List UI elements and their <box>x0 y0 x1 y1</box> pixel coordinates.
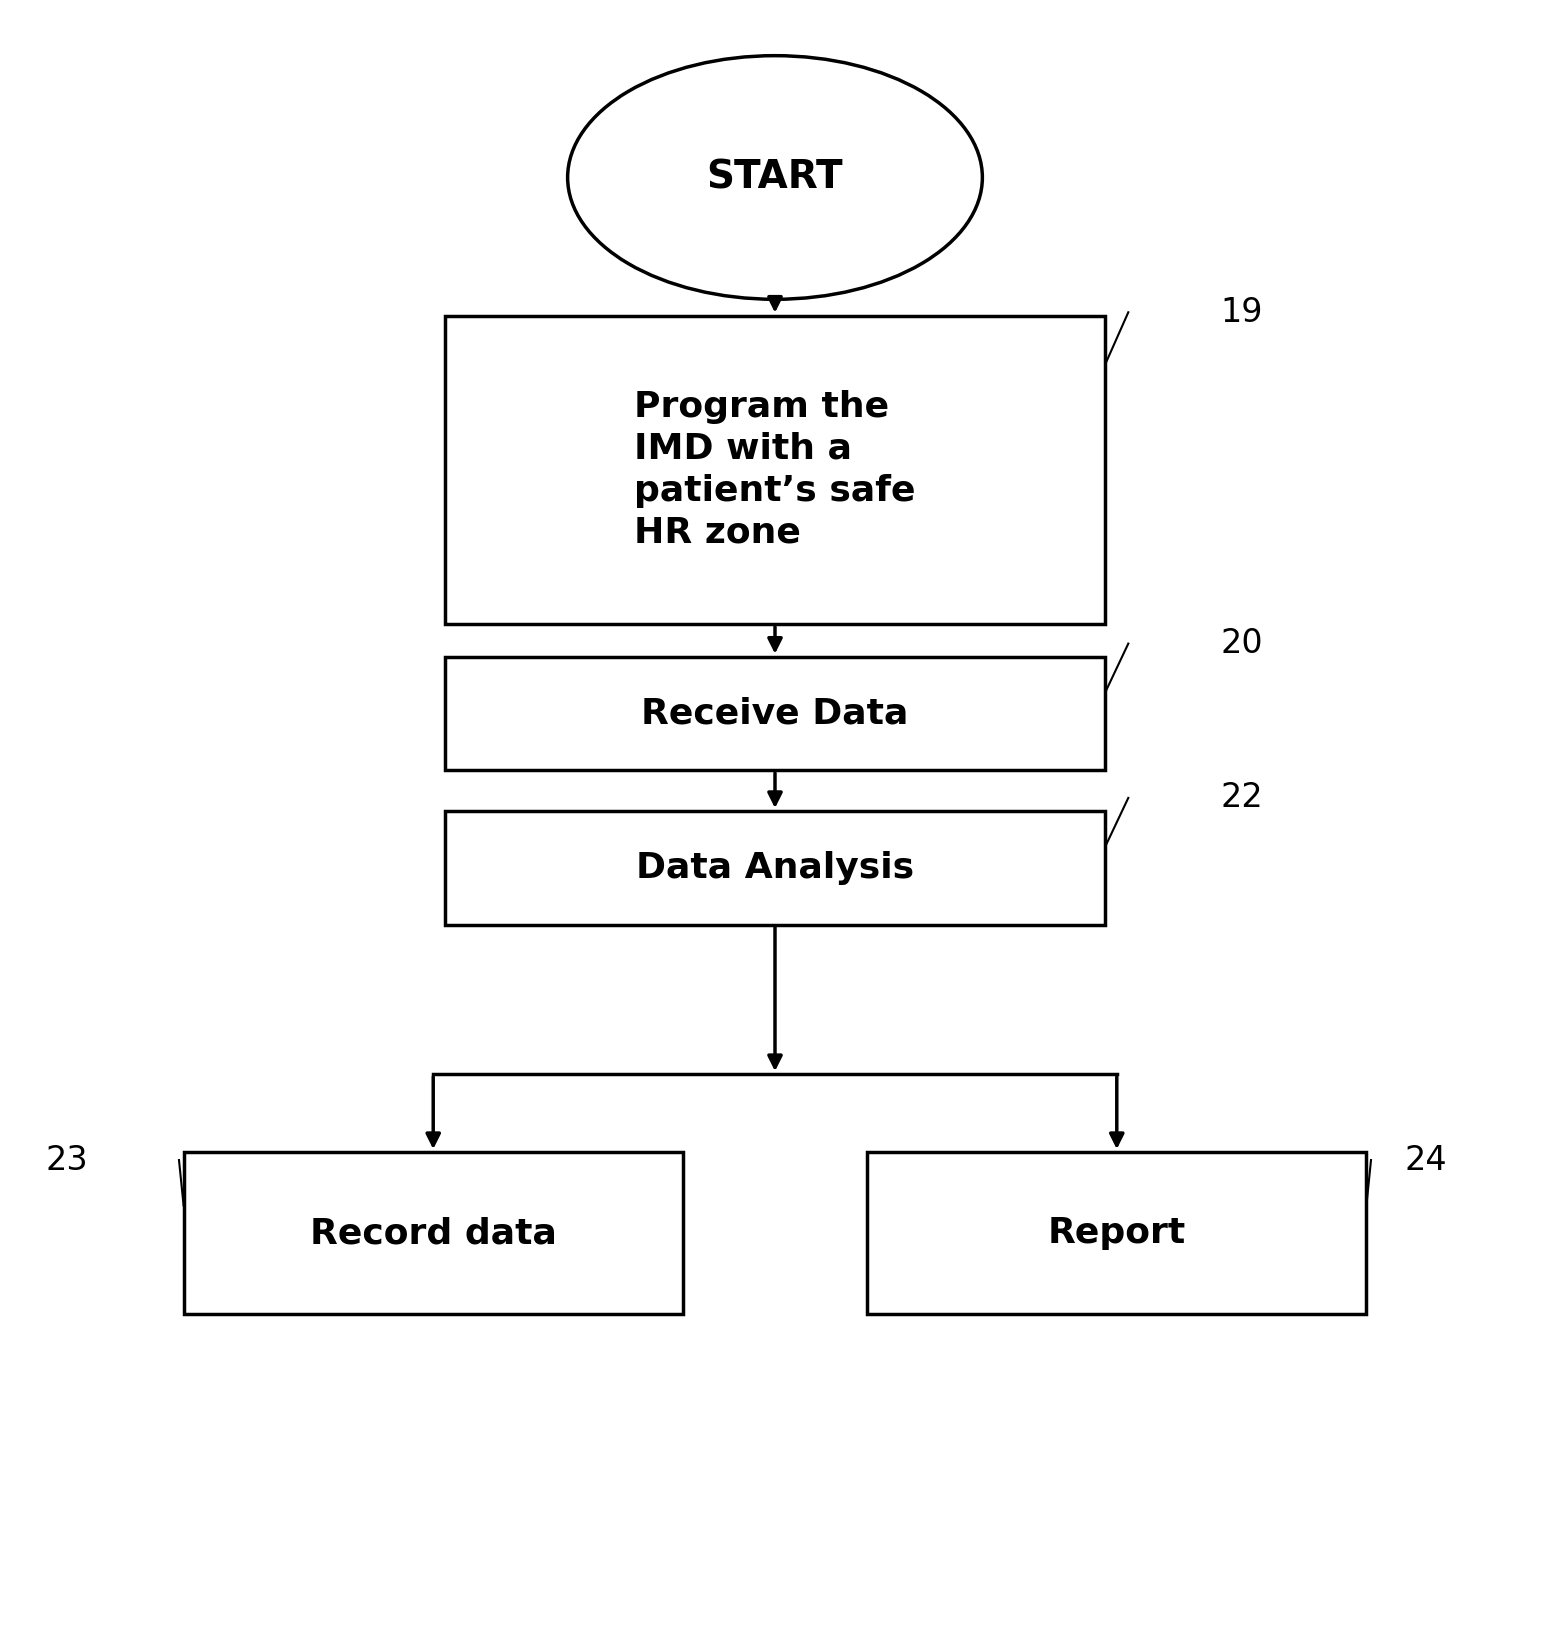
Text: 20: 20 <box>1220 627 1263 660</box>
Bar <box>445 657 1105 770</box>
Bar <box>445 316 1105 624</box>
Text: 23: 23 <box>45 1143 88 1176</box>
Text: Receive Data: Receive Data <box>642 696 908 731</box>
Text: 19: 19 <box>1220 296 1263 329</box>
Bar <box>866 1152 1367 1314</box>
Text: Report: Report <box>1048 1215 1186 1250</box>
Text: Record data: Record data <box>310 1215 556 1250</box>
Text: START: START <box>707 159 843 197</box>
Text: Program the
IMD with a
patient’s safe
HR zone: Program the IMD with a patient’s safe HR… <box>634 390 916 550</box>
Text: 24: 24 <box>1404 1143 1448 1176</box>
Text: Data Analysis: Data Analysis <box>636 850 914 885</box>
Bar <box>445 811 1105 924</box>
Bar <box>183 1152 684 1314</box>
Text: 22: 22 <box>1220 781 1263 814</box>
